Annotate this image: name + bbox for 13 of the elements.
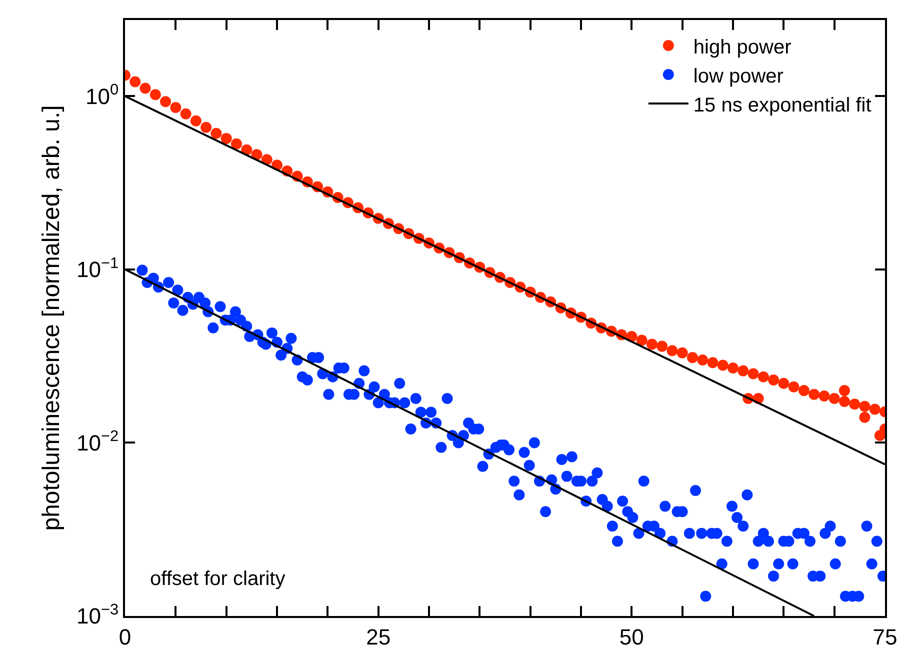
- x-tick-label: 0: [118, 624, 132, 650]
- x-tick-label: 50: [619, 624, 644, 650]
- legend-label: high power: [693, 36, 792, 58]
- y-tick-label: 10$^{−1}$: [76, 254, 119, 282]
- legend-label: 15 ns exponential fit: [693, 94, 872, 116]
- y-axis-title: photoluminescence [normalized, arb. u.]: [38, 105, 66, 531]
- x-tick-label: 75: [872, 624, 898, 650]
- y-tick-label: 10$^{−3}$: [76, 601, 119, 629]
- annotation: offset for clarity: [150, 568, 286, 590]
- y-tick-label: 10$^{−2}$: [76, 428, 119, 456]
- legend-label: low power: [693, 65, 784, 88]
- x-tick-label: 25: [366, 624, 391, 650]
- y-tick-label: 10$^{0}$: [86, 82, 119, 109]
